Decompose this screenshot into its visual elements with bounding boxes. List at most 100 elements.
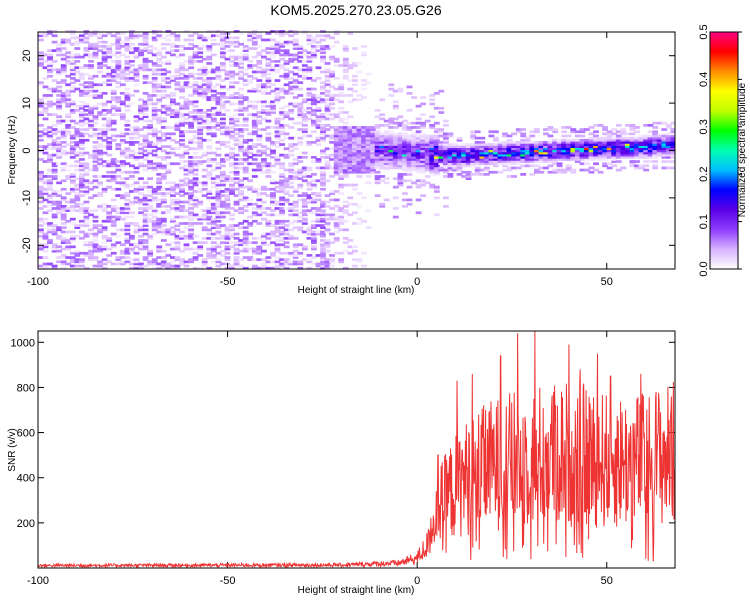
spectrogram-cell <box>151 143 158 146</box>
spectrogram-cell <box>47 153 53 157</box>
spectrogram-cell <box>138 239 144 242</box>
spectrogram-cell <box>160 42 167 46</box>
spectrogram-cell <box>306 68 313 72</box>
spectrogram-cell <box>352 162 358 166</box>
spectrogram-cell <box>274 202 281 206</box>
spectrogram-cell <box>470 156 477 159</box>
spectrogram-cell <box>151 38 158 42</box>
spectrogram-cell <box>119 183 126 187</box>
spectrogram-cell <box>210 256 217 259</box>
spectrogram-cell <box>142 207 149 210</box>
spectrogram-cell <box>429 162 436 166</box>
spectrogram-cell <box>274 141 281 144</box>
spectrogram-cell <box>424 153 431 157</box>
spectrogram-cell <box>42 102 49 106</box>
spectrogram-cell <box>170 126 176 129</box>
spectrogram-cell <box>119 177 126 180</box>
spectrogram-cell <box>151 226 158 229</box>
spectrogram-cell <box>611 138 618 142</box>
spectrogram-cell <box>101 258 108 261</box>
spectrogram-cell <box>493 170 499 174</box>
spectrogram-cell <box>179 132 185 136</box>
spectrogram-cell <box>247 79 254 82</box>
spectrogram-cell <box>238 143 244 146</box>
spectrogram-cell <box>106 119 113 123</box>
spectrogram-cell <box>424 175 431 178</box>
spectrogram-cell <box>165 232 172 236</box>
spectrogram-cell <box>233 173 240 176</box>
spectrogram-cell <box>597 149 604 153</box>
spectrogram-cell <box>433 160 440 163</box>
spectrogram-cell <box>192 222 199 225</box>
spectrogram-cell <box>210 237 217 240</box>
spectrogram-cell <box>415 168 422 172</box>
spectrogram-cell <box>188 211 194 215</box>
spectrogram-cell <box>197 145 204 148</box>
spectrogram-cell <box>397 121 404 125</box>
spectrogram-cell <box>329 166 335 170</box>
spectrogram-cell <box>69 156 76 159</box>
spectrogram-cell <box>156 72 163 76</box>
spectrogram-cell <box>288 228 295 232</box>
spectrogram-cell <box>652 153 659 157</box>
spectrogram-cell <box>261 70 267 74</box>
spectrogram-cell <box>42 211 49 215</box>
spectrogram-cell <box>238 179 244 183</box>
spectrogram-cell <box>338 164 345 168</box>
spectrogram-cell <box>506 175 513 178</box>
spectrogram-cell <box>406 164 413 168</box>
spectrogram-cell <box>156 119 163 123</box>
spectrogram-cell <box>138 143 144 146</box>
spectrogram-cell <box>251 89 258 93</box>
spectrogram-cell <box>220 79 226 82</box>
spectrogram-cell <box>301 247 308 251</box>
spectrogram-cell <box>101 128 108 131</box>
spectrogram-cell <box>502 153 508 157</box>
spectrogram-cell <box>279 185 285 189</box>
spectrogram-cell <box>433 92 440 95</box>
spectrogram-cell <box>233 243 240 247</box>
spectrogram-cell <box>370 130 376 134</box>
spectrogram-cell <box>424 136 431 140</box>
spectrogram-cell <box>324 62 331 65</box>
spectrogram-cell <box>383 132 390 136</box>
spectrogram-cell <box>342 138 349 142</box>
spectrogram-cell <box>156 115 163 119</box>
spectrogram-cell <box>183 60 190 63</box>
spectrogram-cell <box>224 234 231 238</box>
spectrogram-cell <box>306 98 313 102</box>
spectrogram-cell <box>274 213 281 217</box>
spectrogram-cell <box>529 141 536 144</box>
spectrogram-cell <box>320 170 326 174</box>
spectrogram-cell <box>238 136 244 140</box>
spectrogram-cell <box>233 132 240 136</box>
spectrogram-cell <box>565 143 572 146</box>
spectrogram-cell <box>233 247 240 251</box>
spectrogram-cell <box>206 173 213 176</box>
spectrogram-cell <box>229 72 235 76</box>
spectrogram-cell <box>288 181 295 185</box>
spectrogram-cell <box>502 168 508 172</box>
spectrogram-cell <box>79 119 85 123</box>
spectrogram-cell <box>292 200 299 204</box>
spectrogram-cell <box>292 79 299 82</box>
spectrogram-cell <box>206 85 213 89</box>
spectrogram-cell <box>160 264 167 268</box>
spectrogram-cell <box>47 239 53 242</box>
spectrogram-cell <box>352 138 358 142</box>
spectrogram-cell <box>238 190 244 193</box>
spectrogram-cell <box>56 205 62 208</box>
spectrogram-cell <box>493 136 499 140</box>
spectrogram-cell <box>74 104 81 108</box>
spectrogram-cell <box>83 207 90 210</box>
snr-x-ticks: -100 -50 0 50 <box>27 331 613 587</box>
spectrogram-cell <box>397 145 404 148</box>
spectrogram-cell <box>65 177 72 180</box>
spectrogram-cell <box>429 149 436 153</box>
spectrogram-cell <box>433 106 440 110</box>
spectrogram-cell <box>188 217 194 221</box>
spectrogram-cell <box>338 170 345 174</box>
spectrogram-cell <box>160 47 167 50</box>
spectrogram-cell <box>411 164 417 168</box>
spectrogram-cell <box>647 160 654 163</box>
